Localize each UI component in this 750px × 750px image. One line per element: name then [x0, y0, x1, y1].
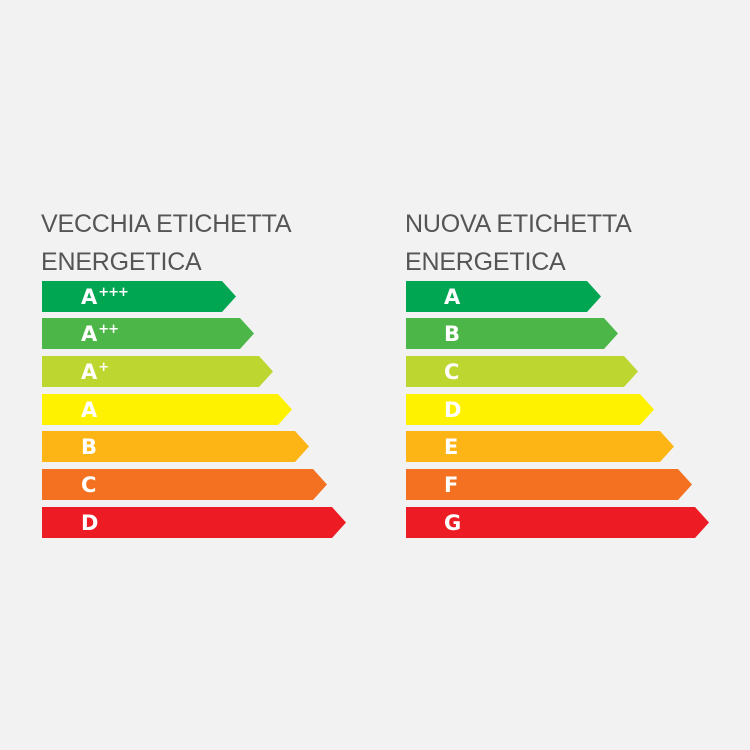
- arrow-shape-icon: [42, 394, 292, 425]
- energy-class-letter: D: [444, 398, 462, 422]
- energy-class-letter: A+++: [81, 285, 129, 309]
- new-label-title: NUOVA ETICHETTA ENERGETICA: [405, 205, 632, 281]
- old-energy-class-bar: A++: [42, 318, 254, 349]
- new-energy-class-bar: C: [406, 356, 638, 387]
- arrow-shape-icon: [406, 281, 601, 312]
- arrow-shape-icon: [406, 469, 692, 500]
- arrow-shape-icon: [42, 318, 254, 349]
- new-energy-class-bar: G: [406, 507, 709, 538]
- energy-class-letter: A++: [81, 322, 119, 346]
- energy-class-letter: F: [444, 473, 459, 497]
- new-energy-class-bar: B: [406, 318, 618, 349]
- arrow-shape-icon: [42, 356, 273, 387]
- energy-class-plus-suffix: ++: [98, 322, 119, 337]
- old-label-title-line2: ENERGETICA: [41, 248, 202, 276]
- new-label-title-line1: NUOVA ETICHETTA: [405, 210, 632, 238]
- energy-class-letter: B: [81, 435, 98, 459]
- arrow-shape-icon: [406, 507, 709, 538]
- energy-class-letter: A: [81, 398, 98, 422]
- old-energy-class-bar: A: [42, 394, 292, 425]
- old-energy-class-bar: D: [42, 507, 346, 538]
- old-energy-class-bar: A+: [42, 356, 273, 387]
- arrow-shape-icon: [406, 318, 618, 349]
- arrow-shape-icon: [42, 431, 309, 462]
- new-energy-class-bar: D: [406, 394, 654, 425]
- energy-class-letter: E: [444, 435, 459, 459]
- energy-class-letter: C: [81, 473, 97, 497]
- energy-class-letter: C: [444, 360, 460, 384]
- energy-class-letter: A: [444, 285, 461, 309]
- old-label-title-line1: VECCHIA ETICHETTA: [41, 210, 292, 238]
- old-energy-class-bar: B: [42, 431, 309, 462]
- new-label-title-line2: ENERGETICA: [405, 248, 566, 276]
- energy-class-letter: A+: [81, 360, 109, 384]
- arrow-shape-icon: [406, 356, 638, 387]
- arrow-shape-icon: [406, 431, 674, 462]
- old-label-title: VECCHIA ETICHETTA ENERGETICA: [41, 205, 292, 281]
- new-energy-class-bar: F: [406, 469, 692, 500]
- arrow-shape-icon: [42, 281, 236, 312]
- energy-class-letter: B: [444, 322, 461, 346]
- energy-class-letter: G: [444, 511, 462, 535]
- energy-class-plus-suffix: +: [98, 360, 109, 375]
- old-energy-class-bar: A+++: [42, 281, 236, 312]
- new-energy-class-bar: A: [406, 281, 601, 312]
- arrow-shape-icon: [406, 394, 654, 425]
- energy-class-letter: D: [81, 511, 99, 535]
- new-energy-class-bar: E: [406, 431, 674, 462]
- arrow-shape-icon: [42, 469, 327, 500]
- arrow-shape-icon: [42, 507, 346, 538]
- old-energy-class-bar: C: [42, 469, 327, 500]
- energy-class-plus-suffix: +++: [98, 285, 129, 300]
